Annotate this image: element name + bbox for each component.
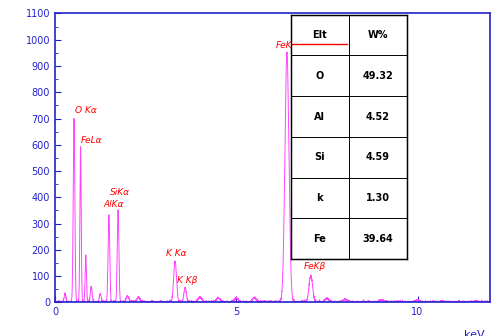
Text: FeKα: FeKα <box>276 41 298 50</box>
Text: O Kα: O Kα <box>76 106 97 115</box>
Text: 49.32: 49.32 <box>362 71 393 81</box>
Text: O: O <box>316 71 324 81</box>
Text: 1.30: 1.30 <box>366 193 390 203</box>
Text: keV: keV <box>464 330 484 336</box>
Text: 4.59: 4.59 <box>366 152 390 162</box>
Text: Al: Al <box>314 112 325 122</box>
Text: W%: W% <box>368 30 388 40</box>
Text: 39.64: 39.64 <box>362 234 393 244</box>
Text: K Kβ: K Kβ <box>177 276 197 285</box>
Text: K Kα: K Kα <box>166 249 186 258</box>
Text: AlKα: AlKα <box>103 200 124 209</box>
Text: FeKβ: FeKβ <box>304 262 326 271</box>
Text: k: k <box>316 193 323 203</box>
Text: 4.52: 4.52 <box>366 112 390 122</box>
Text: SiKα: SiKα <box>110 188 130 197</box>
Text: Elt: Elt <box>312 30 327 40</box>
Text: Fe: Fe <box>313 234 326 244</box>
Text: FeLα: FeLα <box>80 136 102 145</box>
FancyBboxPatch shape <box>290 15 406 259</box>
Text: Si: Si <box>314 152 325 162</box>
